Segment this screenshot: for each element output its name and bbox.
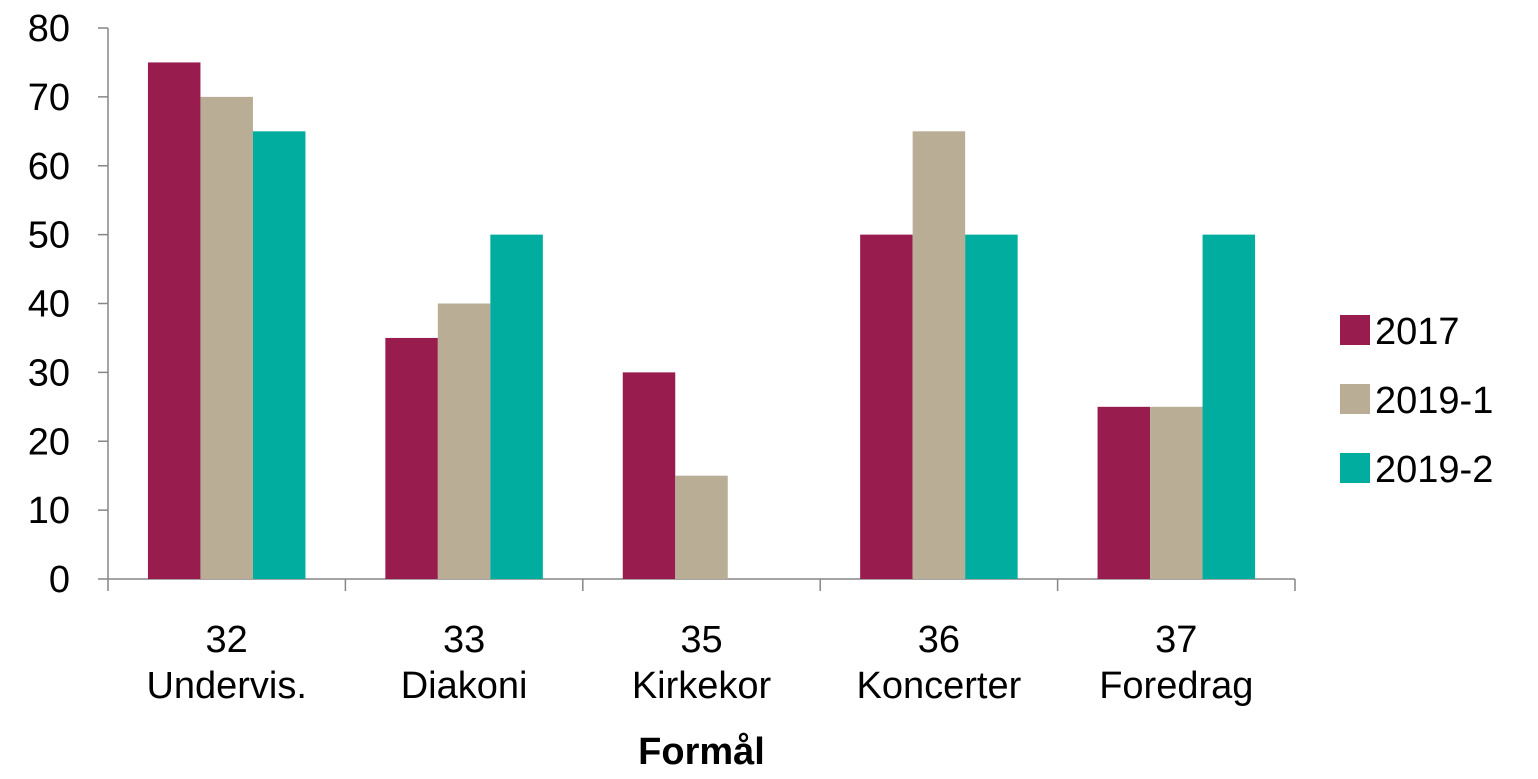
x-category-label-line: 36: [918, 619, 960, 661]
y-tick-label: 10: [28, 490, 70, 532]
x-category-label-line: 32: [206, 619, 248, 661]
bar-2017-33: [385, 337, 438, 579]
x-category-label-line: Undervis.: [146, 665, 307, 707]
bar-2019-1-37: [1150, 406, 1203, 579]
y-tick-label: 30: [28, 352, 70, 394]
x-category-label-line: 35: [680, 619, 722, 661]
y-tick-label: 50: [28, 215, 70, 257]
x-category-label-line: Koncerter: [857, 665, 1022, 707]
x-category-label: 35 Kirkekor: [632, 619, 772, 707]
x-category-label-line: 37: [1155, 619, 1197, 661]
x-axis: 32 Undervis. 33 Diakoni 35 Kirkekor 36 Koncerte…: [107, 578, 1296, 707]
x-category-label: 37 Foredrag: [1099, 619, 1253, 707]
bar-2017-35: [622, 372, 676, 579]
x-category-label: 32 Undervis.: [146, 619, 307, 707]
x-category-label-line: Kirkekor: [632, 665, 772, 707]
bar-2019-2-33: [490, 234, 543, 579]
y-tick-label: 40: [28, 284, 70, 326]
legend-swatch: [1340, 453, 1370, 483]
bar-2017-36: [860, 234, 913, 579]
bar-2017-37: [1097, 406, 1151, 579]
bars: [147, 62, 1256, 579]
y-tick-label: 60: [28, 146, 70, 188]
bar-2019-1-35: [675, 475, 728, 579]
bar-2019-2-32: [252, 131, 306, 579]
legend: 2017 2019-1 2019-2: [1340, 311, 1493, 491]
x-category-label-line: Foredrag: [1099, 665, 1253, 707]
x-category-label: 33 Diakoni: [401, 619, 528, 707]
bar-2019-2-36: [965, 234, 1018, 579]
bar-2019-1-32: [200, 96, 253, 579]
y-tick-label: 80: [28, 8, 70, 50]
x-category-label-line: Diakoni: [401, 665, 528, 707]
bar-2017-32: [147, 62, 201, 579]
y-tick-label: 0: [49, 559, 70, 601]
x-category-label: 36 Koncerter: [857, 619, 1022, 707]
y-tick-label: 70: [28, 77, 70, 119]
x-axis-title: Formål: [638, 731, 765, 773]
y-tick-label: 20: [28, 421, 70, 463]
y-axis: 0 10 20 30 40 50 60 70 80: [28, 8, 109, 601]
legend-label: 2019-1: [1375, 380, 1493, 422]
bar-2019-1-36: [912, 131, 966, 579]
bar-2019-1-33: [437, 303, 491, 579]
legend-label: 2019-2: [1375, 449, 1493, 491]
bar-2019-2-37: [1202, 234, 1256, 579]
legend-label: 2017: [1375, 311, 1460, 353]
x-category-label-line: 33: [443, 619, 485, 661]
legend-swatch: [1340, 384, 1370, 414]
legend-swatch: [1340, 315, 1370, 345]
